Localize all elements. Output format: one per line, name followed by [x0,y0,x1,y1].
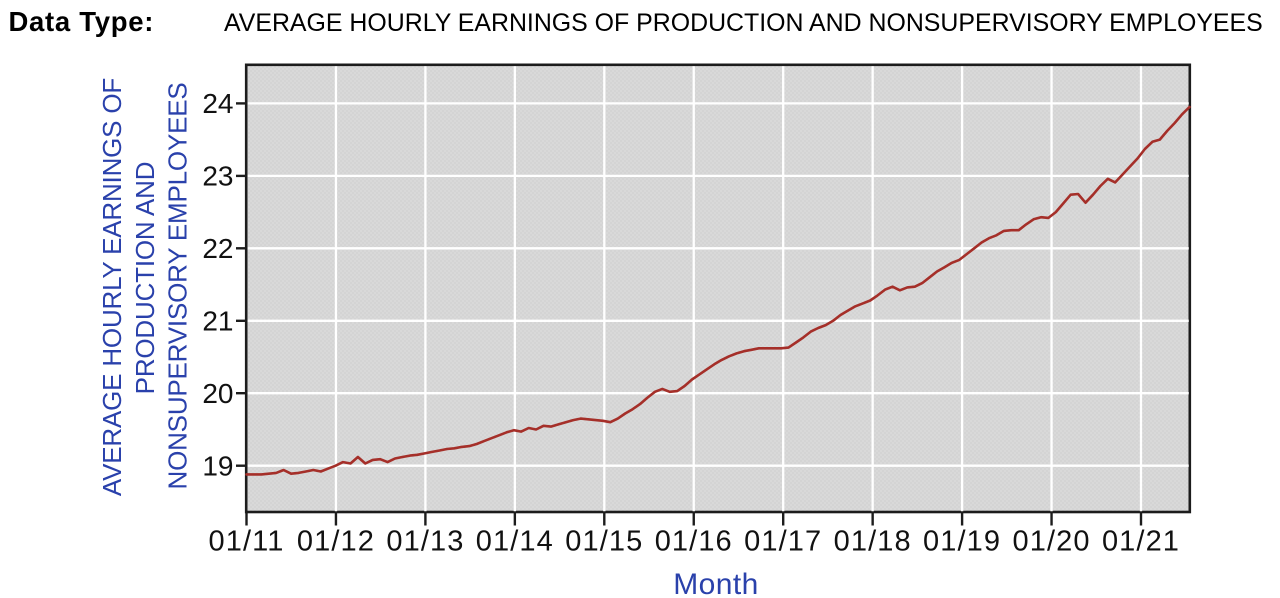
svg-text:24: 24 [202,88,233,119]
svg-text:23: 23 [202,161,233,192]
svg-text:19: 19 [202,451,233,482]
svg-text:21: 21 [202,306,233,337]
svg-text:01/19: 01/19 [923,526,1001,558]
svg-text:PRODUCTION AND: PRODUCTION AND [130,162,160,395]
svg-text:01/20: 01/20 [1013,526,1091,558]
svg-text:22: 22 [202,233,233,264]
svg-text:Month: Month [673,568,758,598]
svg-text:01/14: 01/14 [476,526,554,558]
svg-text:01/13: 01/13 [386,526,464,558]
svg-text:20: 20 [202,378,233,409]
svg-text:01/15: 01/15 [565,526,643,558]
svg-text:01/16: 01/16 [655,526,733,558]
svg-text:01/12: 01/12 [297,526,375,558]
svg-text:NONSUPERVISORY EMPLOYEES: NONSUPERVISORY EMPLOYEES [162,82,192,489]
svg-text:01/18: 01/18 [834,526,912,558]
svg-text:AVERAGE HOURLY EARNINGS OF: AVERAGE HOURLY EARNINGS OF [97,78,127,496]
svg-text:01/21: 01/21 [1102,526,1180,558]
svg-text:01/11: 01/11 [209,526,285,558]
svg-text:01/17: 01/17 [744,526,822,558]
